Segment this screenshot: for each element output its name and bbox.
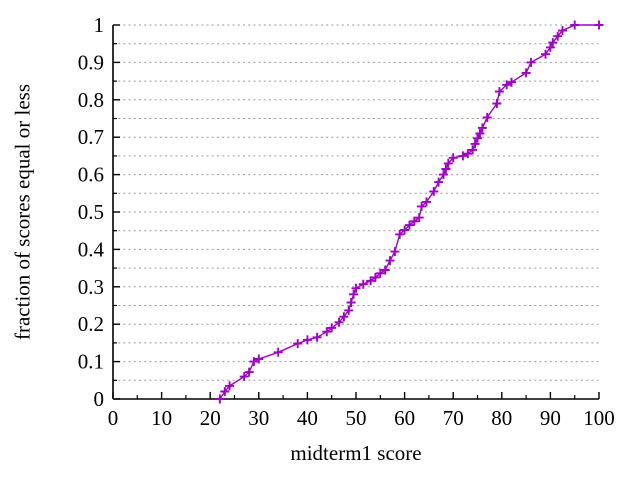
x-tick-label: 40 bbox=[297, 406, 318, 430]
x-tick-label: 80 bbox=[491, 406, 512, 430]
y-tick-label: 0.5 bbox=[78, 200, 104, 224]
x-tick-label: 50 bbox=[346, 406, 367, 430]
x-tick-label: 100 bbox=[583, 406, 615, 430]
y-tick-label: 0.4 bbox=[78, 237, 105, 261]
y-tick-label: 0.9 bbox=[78, 50, 104, 74]
y-tick-label: 0.3 bbox=[78, 275, 104, 299]
y-tick-label: 0.1 bbox=[78, 350, 104, 374]
x-tick-label: 60 bbox=[394, 406, 415, 430]
y-tick-label: 0.2 bbox=[78, 312, 104, 336]
x-tick-label: 30 bbox=[248, 406, 269, 430]
y-axis-label: fraction of scores equal or less bbox=[10, 84, 35, 340]
data-point-markers bbox=[215, 20, 604, 404]
y-tick-label: 0 bbox=[94, 387, 105, 411]
x-axis-label: midterm1 score bbox=[290, 441, 422, 465]
y-tick-label: 1 bbox=[94, 13, 105, 37]
x-tick-label: 10 bbox=[151, 406, 172, 430]
y-tick-label: 0.8 bbox=[78, 88, 104, 112]
x-tick-label: 0 bbox=[108, 406, 119, 430]
x-tick-label: 70 bbox=[443, 406, 464, 430]
x-tick-label: 20 bbox=[200, 406, 221, 430]
y-tick-label: 0.6 bbox=[78, 163, 104, 187]
y-tick-label: 0.7 bbox=[78, 125, 104, 149]
x-tick-label: 90 bbox=[540, 406, 561, 430]
